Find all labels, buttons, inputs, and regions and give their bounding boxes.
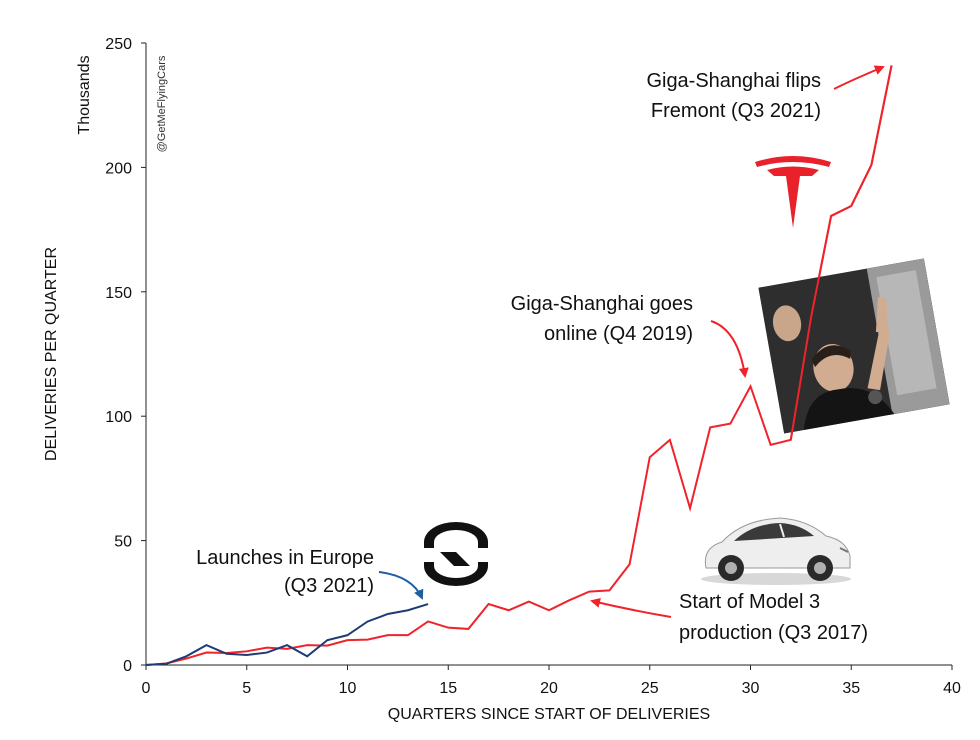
- fremont-arrow: [833, 65, 885, 90]
- watermark: @GetMeFlyingCars: [156, 55, 168, 152]
- model3-car-image: [701, 517, 851, 585]
- model3-annotation-line1: Start of Model 3: [679, 591, 820, 613]
- x-tick-label: 5: [242, 680, 251, 697]
- y-tick-label: 50: [114, 534, 132, 551]
- y-tick-label: 200: [105, 160, 132, 177]
- europe-arrow: [378, 571, 424, 600]
- model3-arrow: [590, 597, 672, 618]
- europe-annotation-line1: Launches in Europe: [196, 547, 374, 569]
- tesla-deliveries-line: [145, 65, 893, 666]
- y-tick-label: 250: [105, 36, 132, 53]
- x-tick-label: 20: [540, 680, 558, 697]
- x-axis-title: QUARTERS SINCE START OF DELIVERIES: [388, 706, 710, 723]
- shanghai-annotation-line2: online (Q4 2019): [544, 323, 693, 345]
- nio-deliveries-line: [145, 603, 429, 666]
- y-tick-label: 0: [123, 658, 132, 675]
- fremont-annotation-line1: Giga-Shanghai flips: [646, 70, 821, 92]
- x-tick-label: 40: [943, 680, 961, 697]
- model3-annotation-line2: production (Q3 2017): [679, 622, 868, 644]
- y-tick-label: 150: [105, 285, 132, 302]
- shanghai-arrow: [710, 320, 749, 378]
- y-axis-ticks: 0 50 100 150 200 250: [105, 36, 146, 675]
- nio-logo: [424, 522, 488, 586]
- shanghai-annotation-line1: Giga-Shanghai goes: [511, 293, 693, 315]
- x-tick-label: 10: [339, 680, 357, 697]
- x-tick-label: 35: [842, 680, 860, 697]
- europe-annotation-line2: (Q3 2021): [284, 575, 374, 597]
- x-tick-label: 0: [142, 680, 151, 697]
- x-tick-label: 25: [641, 680, 659, 697]
- y-axis-title: DELIVERIES PER QUARTER: [43, 247, 60, 461]
- person-photo: [758, 258, 950, 434]
- y-tick-label: 100: [105, 409, 132, 426]
- x-tick-label: 15: [439, 680, 457, 697]
- y-unit-label: Thousands: [76, 55, 93, 134]
- x-tick-label: 30: [742, 680, 760, 697]
- tesla-logo: [755, 156, 831, 228]
- x-axis-ticks: 0 5 10 15 20 25 30 35 40: [142, 665, 961, 697]
- fremont-annotation-line2: Fremont (Q3 2021): [651, 100, 821, 122]
